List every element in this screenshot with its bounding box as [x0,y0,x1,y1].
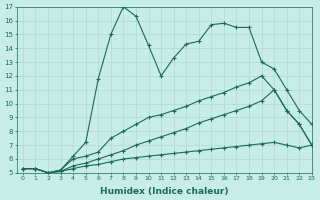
X-axis label: Humidex (Indice chaleur): Humidex (Indice chaleur) [100,187,228,196]
